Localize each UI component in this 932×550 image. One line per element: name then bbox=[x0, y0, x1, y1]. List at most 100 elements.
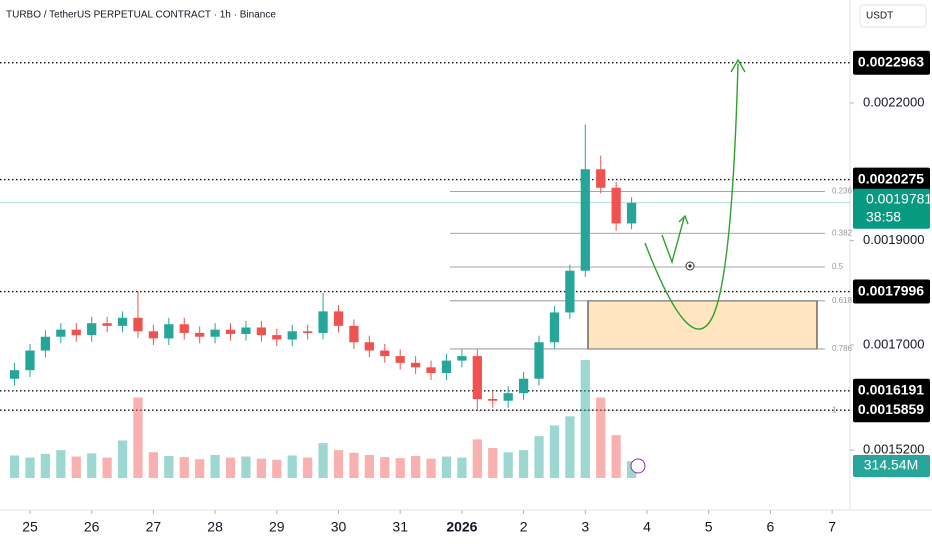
volume-bar bbox=[457, 457, 467, 478]
arrow-head bbox=[678, 214, 689, 225]
volume-label: 314.54M bbox=[864, 457, 918, 473]
candle-body bbox=[410, 362, 421, 368]
level-box bbox=[853, 50, 930, 75]
candle-body bbox=[71, 329, 81, 336]
candle-body bbox=[210, 329, 220, 337]
fib-label: 0.382 bbox=[832, 228, 853, 237]
candle-body bbox=[503, 393, 513, 401]
volume-bar bbox=[225, 457, 236, 478]
eye-pupil bbox=[688, 264, 692, 268]
volume-bar bbox=[303, 457, 313, 478]
level-label: 0.0022963 bbox=[858, 53, 924, 69]
volume-box bbox=[853, 455, 930, 477]
volume-bar bbox=[364, 454, 374, 478]
x-tick-label: 7 bbox=[828, 519, 836, 535]
candle-body bbox=[195, 332, 205, 337]
level-box bbox=[853, 279, 930, 304]
candle-body bbox=[303, 331, 313, 333]
small-arrow bbox=[661, 217, 685, 265]
volume-bar bbox=[164, 456, 174, 478]
x-tick-label: 29 bbox=[269, 519, 285, 535]
plot: 0.236 0.382 0.5 0.618 0.786 1 bbox=[0, 62, 853, 478]
volume-bar bbox=[287, 455, 297, 478]
candle-body bbox=[25, 350, 35, 371]
volume-bar bbox=[349, 452, 359, 478]
volume-bar bbox=[549, 425, 560, 478]
volume-bar bbox=[488, 447, 498, 478]
candle-body bbox=[596, 169, 606, 188]
y-tick-label: 0.0019000 bbox=[863, 232, 924, 247]
volume-bar bbox=[272, 459, 282, 478]
candle-body bbox=[56, 329, 66, 337]
currency[interactable]: USDT bbox=[866, 11, 893, 22]
target-zone bbox=[587, 300, 818, 350]
event-icon[interactable] bbox=[630, 458, 646, 474]
x-tick-label: 28 bbox=[207, 519, 223, 535]
y-tick-label: 0.0015200 bbox=[863, 442, 924, 457]
volume-bar bbox=[133, 397, 143, 478]
volume-bar bbox=[179, 457, 189, 478]
candle-body bbox=[117, 317, 128, 326]
candle-body bbox=[349, 325, 359, 343]
level-box bbox=[853, 378, 930, 403]
volume-bar bbox=[148, 452, 159, 478]
candle-body bbox=[472, 356, 482, 399]
candle-body bbox=[87, 323, 97, 336]
fib-label: 1 bbox=[832, 405, 837, 414]
fib-label: 0.5 bbox=[832, 262, 844, 271]
candle-body bbox=[580, 169, 590, 271]
volume-bar bbox=[241, 456, 251, 478]
volume-bar bbox=[611, 435, 621, 478]
drawings bbox=[630, 58, 746, 474]
candle-body bbox=[380, 350, 390, 357]
candle-body bbox=[441, 360, 452, 374]
volume-bar bbox=[518, 450, 529, 478]
level-label: 0.0017996 bbox=[858, 282, 924, 298]
volume-bar bbox=[102, 457, 112, 478]
candle-body bbox=[565, 270, 575, 313]
candle-body bbox=[133, 317, 143, 332]
x-tick-label: 30 bbox=[331, 519, 347, 535]
level-box bbox=[853, 398, 930, 423]
x-tick-label: 26 bbox=[84, 519, 100, 535]
volume-bar bbox=[71, 456, 81, 478]
volume-bar bbox=[210, 454, 220, 478]
countdown: 38:58 bbox=[866, 208, 901, 224]
current-price: 0.0019781 bbox=[866, 190, 932, 206]
fib-label: 0.618 bbox=[832, 296, 853, 305]
volume-bar bbox=[333, 450, 344, 478]
x-tick-label: 5 bbox=[705, 519, 713, 535]
candle-body bbox=[534, 342, 544, 379]
volume-bar bbox=[87, 453, 97, 478]
fib-label: 0.236 bbox=[832, 187, 853, 196]
candle-body bbox=[272, 335, 282, 340]
level-label: 0.0020275 bbox=[858, 170, 924, 186]
x-tick-label: 2 bbox=[520, 519, 528, 535]
x-tick-label: 31 bbox=[392, 519, 408, 535]
candle-body bbox=[256, 327, 266, 336]
candle-body bbox=[364, 342, 374, 351]
volume-bar bbox=[256, 458, 266, 478]
candle-body bbox=[225, 329, 236, 335]
volume-bar bbox=[426, 458, 436, 478]
x-tick-label: 4 bbox=[643, 519, 651, 535]
volume-bar bbox=[503, 452, 513, 478]
y-tick-label: 0.0022000 bbox=[863, 94, 924, 109]
volume-bar bbox=[472, 439, 482, 478]
volume-bar bbox=[534, 436, 544, 478]
volume-bar bbox=[596, 397, 606, 478]
volume-bar bbox=[9, 455, 20, 478]
currency-box[interactable] bbox=[859, 4, 927, 28]
level-label: 0.0016191 bbox=[858, 381, 924, 397]
volume-bar bbox=[117, 440, 128, 478]
volume-bar bbox=[580, 360, 590, 478]
x-tick-label: 25 bbox=[22, 519, 38, 535]
candle-body bbox=[333, 311, 344, 326]
arrow-head bbox=[730, 58, 746, 73]
volume-bar bbox=[565, 416, 575, 478]
y-tick-label: 0.0017000 bbox=[863, 336, 924, 351]
candle-body bbox=[102, 323, 112, 326]
candle-body bbox=[457, 356, 467, 361]
volume-bar bbox=[380, 457, 390, 478]
